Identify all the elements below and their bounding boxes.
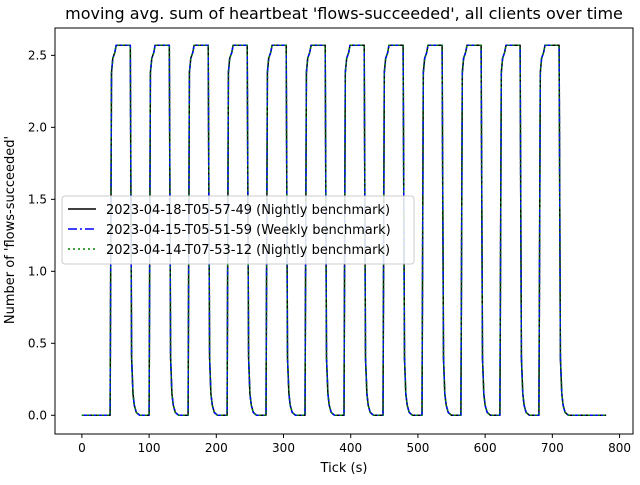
- y-tick-label: 2.0: [28, 120, 47, 134]
- y-axis-label: Number of 'flows-succeeded': [3, 136, 18, 324]
- legend-box: [61, 195, 415, 265]
- x-tick-label: 200: [205, 441, 228, 455]
- y-tick-label: 0.0: [28, 408, 47, 422]
- legend-label-3: 2023-04-14-T07-53-12 (Nightly benchmark): [106, 243, 390, 258]
- x-tick-label: 800: [608, 441, 631, 455]
- y-tick-label: 0.5: [28, 336, 47, 350]
- chart-title: moving avg. sum of heartbeat 'flows-succ…: [65, 4, 623, 23]
- series-line-3: [81, 44, 607, 417]
- y-tick-label: 2.5: [28, 48, 47, 62]
- y-tick-label: 1.5: [28, 192, 47, 206]
- x-tick-label: 100: [138, 441, 161, 455]
- x-tick-label: 400: [339, 441, 362, 455]
- plot-area: 0 100 200 300 400 500 600 700 800 0.0 0.5 1.0 1.5 2.0…: [28, 27, 634, 455]
- legend-label-1: 2023-04-18-T05-57-49 (Nightly benchmark): [106, 203, 390, 218]
- legend: 2023-04-18-T05-57-49 (Nightly benchmark)…: [61, 195, 415, 265]
- x-tick-label: 600: [474, 441, 497, 455]
- x-tick-label: 0: [78, 441, 86, 455]
- x-tick-label: 500: [406, 441, 429, 455]
- axes-frame: [54, 27, 634, 435]
- y-tick-label: 1.0: [28, 264, 47, 278]
- legend-label-2: 2023-04-15-T05-51-59 (Weekly benchmark): [106, 223, 391, 238]
- x-axis-label: Tick (s): [320, 461, 368, 476]
- x-tick-label: 700: [541, 441, 564, 455]
- x-tick-label: 300: [272, 441, 295, 455]
